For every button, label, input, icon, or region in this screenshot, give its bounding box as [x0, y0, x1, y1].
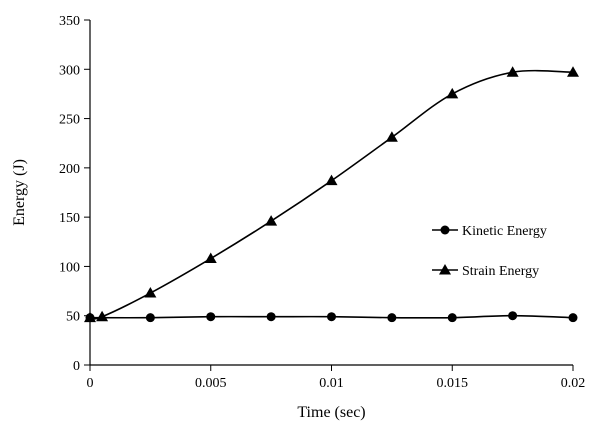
data-point	[265, 215, 278, 226]
y-tick-label: 200	[59, 162, 80, 177]
x-tick-label: 0	[87, 376, 94, 391]
data-point	[84, 311, 96, 323]
x-tick-label: 0.015	[437, 376, 469, 391]
y-tick-label: 300	[59, 63, 80, 78]
plot-area: 0 50 100 150 200 250 300 350 0 0.005 0.01 0.015 0.0…	[59, 14, 585, 391]
data-point	[145, 313, 155, 323]
series-layer	[84, 66, 579, 323]
data-point	[439, 264, 451, 275]
y-axis-title: Energy (J)	[11, 159, 28, 226]
x-axis-title: Time (sec)	[297, 404, 365, 421]
y-tick-label: 100	[59, 260, 80, 275]
x-tick-label: 0.02	[561, 376, 586, 391]
data-point	[385, 131, 398, 142]
data-point	[204, 252, 217, 264]
data-point	[144, 287, 157, 298]
legend: Kinetic Energy Strain Energy	[432, 224, 547, 279]
data-point	[325, 174, 338, 186]
y-tick-label: 50	[66, 310, 80, 325]
y-axis-ticks: 0 50 100 150 200 250 300 350	[59, 14, 90, 374]
series-0	[85, 311, 578, 323]
y-tick-label: 150	[59, 211, 80, 226]
series-1	[84, 66, 579, 323]
data-point	[506, 66, 519, 77]
legend-label: Kinetic Energy	[462, 224, 547, 239]
data-point	[440, 225, 450, 235]
series-line	[89, 69, 574, 320]
data-point	[447, 313, 457, 323]
x-axis-ticks: 0 0.005 0.01 0.015 0.02	[87, 365, 586, 391]
data-point	[567, 66, 579, 77]
data-point	[568, 313, 578, 323]
data-point	[327, 312, 336, 322]
y-tick-label: 250	[59, 113, 80, 128]
legend-entry: Strain Energy	[432, 264, 539, 279]
data-point	[206, 312, 216, 322]
x-tick-label: 0.01	[319, 376, 344, 391]
x-tick-label: 0.005	[195, 376, 227, 391]
data-point	[446, 87, 459, 99]
data-point	[387, 313, 397, 323]
y-tick-label: 350	[59, 14, 80, 29]
legend-entry: Kinetic Energy	[432, 224, 547, 239]
data-point	[508, 311, 518, 321]
data-point	[266, 312, 276, 322]
y-tick-label: 0	[73, 359, 80, 374]
legend-label: Strain Energy	[462, 264, 539, 279]
data-point	[96, 310, 109, 322]
